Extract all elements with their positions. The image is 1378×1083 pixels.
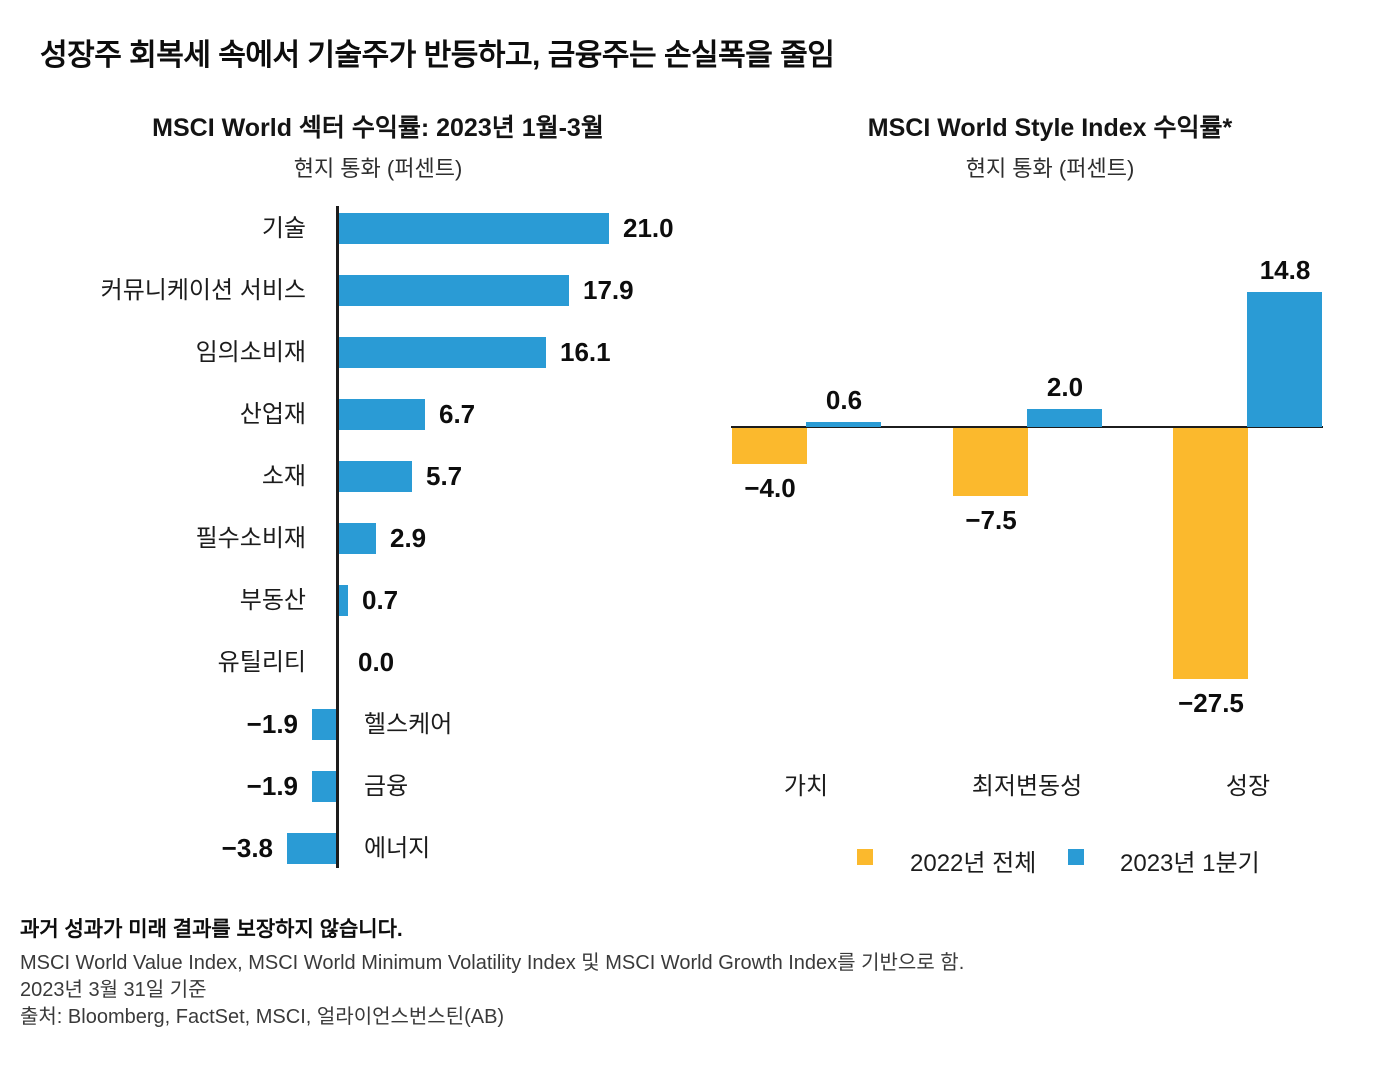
sector-bar xyxy=(312,771,336,802)
value-label: 5.7 xyxy=(426,461,463,491)
category-label: 임의소비재 xyxy=(195,339,306,366)
y-axis-line xyxy=(336,206,339,868)
sector-bar xyxy=(312,709,336,740)
value-label: −1.9 xyxy=(246,771,298,801)
style-bar xyxy=(953,428,1028,496)
value-label: 0.7 xyxy=(362,585,399,615)
value-label: 17.9 xyxy=(583,275,634,305)
category-label: 성장 xyxy=(1225,773,1271,800)
footnote-line-1: MSCI World Value Index, MSCI World Minim… xyxy=(20,952,965,974)
category-label: 소재 xyxy=(261,463,306,490)
category-label: 에너지 xyxy=(364,835,431,862)
category-label: 커뮤니케이션 서비스 xyxy=(100,277,306,304)
style-bar xyxy=(1247,292,1322,427)
category-label: 유틸리티 xyxy=(217,649,306,676)
category-label: 산업재 xyxy=(239,401,306,428)
category-label: 금융 xyxy=(364,773,409,800)
category-label: 부동산 xyxy=(239,587,306,614)
sector-bar xyxy=(339,337,546,368)
category-label: 헬스케어 xyxy=(364,711,453,738)
value-label: −7.5 xyxy=(965,505,1017,535)
style-bar xyxy=(1027,409,1102,427)
category-label: 기술 xyxy=(261,215,306,242)
value-label: 2.9 xyxy=(390,523,427,553)
footnotes: 과거 성과가 미래 결과를 보장하지 않습니다. MSCI World Valu… xyxy=(20,913,964,1031)
sector-bar xyxy=(287,833,336,864)
value-label: −3.8 xyxy=(221,833,273,863)
style-bar xyxy=(806,422,881,427)
sector-bar xyxy=(339,523,376,554)
value-label: 0.6 xyxy=(825,385,863,415)
style-bar xyxy=(732,428,807,464)
sector-chart-title: MSCI World 섹터 수익률: 2023년 1월-3월 xyxy=(152,114,604,142)
style-chart-header: MSCI World Style Index 수익률* 현지 통화 (퍼센트) xyxy=(750,108,1350,183)
value-label: 2.0 xyxy=(1046,372,1084,402)
style-chart-subtitle: 현지 통화 (퍼센트) xyxy=(965,156,1135,181)
page-title: 성장주 회복세 속에서 기술주가 반등하고, 금융주는 손실폭을 줄임 xyxy=(40,39,835,72)
sector-bar xyxy=(339,399,425,430)
sector-bar xyxy=(339,275,569,306)
value-label: 6.7 xyxy=(439,399,476,429)
legend-label: 2022년 전체 xyxy=(910,850,1037,877)
value-label: 14.8 xyxy=(1259,255,1311,285)
sector-bar xyxy=(339,585,348,616)
category-label: 필수소비재 xyxy=(195,525,306,552)
legend-swatch-blue xyxy=(1068,849,1084,865)
sector-chart-subtitle: 현지 통화 (퍼센트) xyxy=(293,156,463,181)
disclaimer-text: 과거 성과가 미래 결과를 보장하지 않습니다. xyxy=(20,918,403,941)
style-bar xyxy=(1173,428,1248,679)
sector-bar xyxy=(339,461,412,492)
value-label: −4.0 xyxy=(744,473,796,503)
footnote-line-2: 2023년 3월 31일 기준 xyxy=(20,979,207,1001)
sector-chart-header: MSCI World 섹터 수익률: 2023년 1월-3월 현지 통화 (퍼센… xyxy=(78,108,678,183)
sector-bar xyxy=(339,213,609,244)
legend-swatch-yellow xyxy=(857,849,873,865)
x-axis-line xyxy=(731,426,1323,428)
value-label: 0.0 xyxy=(358,647,395,677)
category-label: 가치 xyxy=(783,773,829,800)
footnote-line-3: 출처: Bloomberg, FactSet, MSCI, 얼라이언스번스틴(A… xyxy=(20,1006,505,1028)
value-label: 21.0 xyxy=(623,213,674,243)
category-label: 최저변동성 xyxy=(971,773,1083,800)
value-label: −27.5 xyxy=(1178,688,1244,718)
value-label: 16.1 xyxy=(560,337,611,367)
style-chart-title: MSCI World Style Index 수익률* xyxy=(867,114,1233,142)
value-label: −1.9 xyxy=(246,709,298,739)
legend-label: 2023년 1분기 xyxy=(1120,850,1260,877)
